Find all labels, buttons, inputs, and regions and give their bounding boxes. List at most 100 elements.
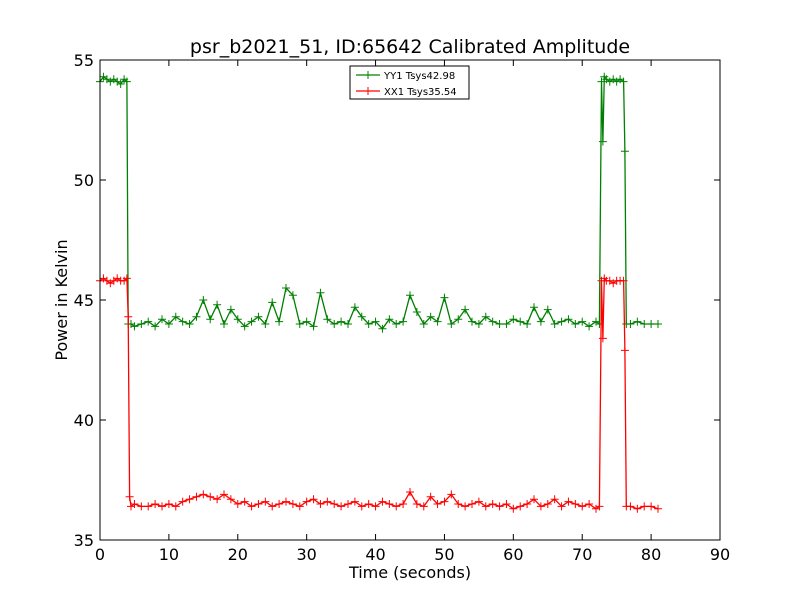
data-point [151, 500, 160, 508]
data-point [178, 497, 187, 506]
data-point [461, 502, 470, 511]
data-point [309, 322, 318, 331]
data-point [626, 320, 635, 328]
data-point [268, 298, 277, 307]
data-point [640, 502, 649, 511]
data-point [185, 495, 194, 504]
data-point [323, 497, 332, 506]
y-tick-label: 40 [74, 411, 94, 430]
data-point [130, 500, 139, 508]
data-point [261, 497, 270, 506]
chart-title: psr_b2021_51, ID:65642 Calibrated Amplit… [190, 36, 630, 58]
plot-area: 0 10 20 30 40 50 60 70 80 90 35 40 45 50 55 YY1 Tsys42.… [74, 51, 731, 564]
x-tick-label: 70 [572, 545, 592, 564]
data-point [447, 320, 456, 328]
data-point [502, 500, 511, 508]
data-point [399, 317, 408, 326]
data-point [122, 274, 131, 283]
data-point [523, 320, 532, 328]
data-point [571, 320, 580, 328]
y-tick-label: 35 [74, 531, 94, 550]
data-point [130, 322, 139, 331]
data-point [447, 490, 456, 499]
data-point [536, 317, 545, 326]
data-point [378, 497, 387, 506]
data-point [474, 320, 483, 328]
y-axis-label: Power in Kelvin [52, 239, 71, 360]
legend-marker [364, 87, 372, 95]
data-point [124, 312, 133, 321]
data-point [502, 320, 511, 328]
data-point [137, 320, 146, 328]
data-point [620, 147, 629, 156]
data-point [226, 495, 235, 504]
data-point [633, 504, 642, 513]
data-point [350, 303, 359, 312]
data-point [419, 502, 428, 511]
x-tick-label: 20 [228, 545, 248, 564]
data-point [220, 320, 228, 328]
y-tick-label: 55 [74, 51, 94, 70]
data-point [399, 500, 408, 508]
data-point [620, 346, 629, 355]
data-point [213, 495, 222, 504]
data-point [199, 490, 208, 499]
data-point [406, 291, 414, 300]
x-tick-label: 40 [365, 545, 385, 564]
data-point [488, 500, 497, 508]
data-point [206, 492, 215, 501]
data-point [633, 317, 642, 326]
data-point [337, 317, 346, 326]
data-point [247, 317, 256, 326]
data-point [220, 490, 228, 499]
data-point [330, 320, 339, 328]
data-point [654, 320, 662, 328]
data-point [178, 317, 187, 326]
data-point [557, 317, 566, 326]
data-point [412, 500, 421, 508]
data-point [530, 303, 538, 312]
y-tick-label: 50 [74, 171, 94, 190]
data-point [171, 502, 180, 511]
data-point [433, 500, 442, 508]
data-point [192, 492, 201, 501]
data-point [261, 320, 270, 328]
data-point [158, 502, 166, 511]
y-tick-label: 45 [74, 291, 94, 310]
data-point [440, 497, 449, 506]
data-point [385, 315, 394, 324]
data-point [288, 500, 297, 508]
data-point [275, 500, 284, 508]
data-point [433, 317, 442, 326]
data-point [254, 500, 263, 508]
data-point [144, 317, 153, 326]
data-point [199, 296, 208, 304]
data-point [495, 502, 504, 511]
legend-label: XX1 Tsys35.54 [384, 87, 457, 98]
data-point [392, 320, 401, 328]
data-point [337, 502, 346, 511]
data-point [288, 291, 297, 300]
data-point [564, 315, 573, 324]
data-point [192, 312, 201, 321]
data-point [240, 497, 249, 506]
data-point [550, 495, 559, 504]
legend-label: YY1 Tsys42.98 [383, 71, 455, 82]
data-point [344, 320, 352, 328]
x-tick-label: 0 [95, 545, 105, 564]
data-point [597, 77, 606, 86]
data-point [323, 315, 332, 324]
data-point [578, 502, 587, 511]
data-point [578, 317, 587, 326]
data-point [550, 320, 559, 328]
data-point [171, 312, 180, 321]
series-line-1 [99, 75, 658, 330]
data-point [647, 320, 656, 328]
data-point [481, 312, 490, 321]
data-point [412, 308, 421, 316]
data-point [151, 322, 160, 331]
data-point [247, 502, 256, 511]
data-point [440, 293, 449, 302]
data-point [371, 502, 380, 511]
